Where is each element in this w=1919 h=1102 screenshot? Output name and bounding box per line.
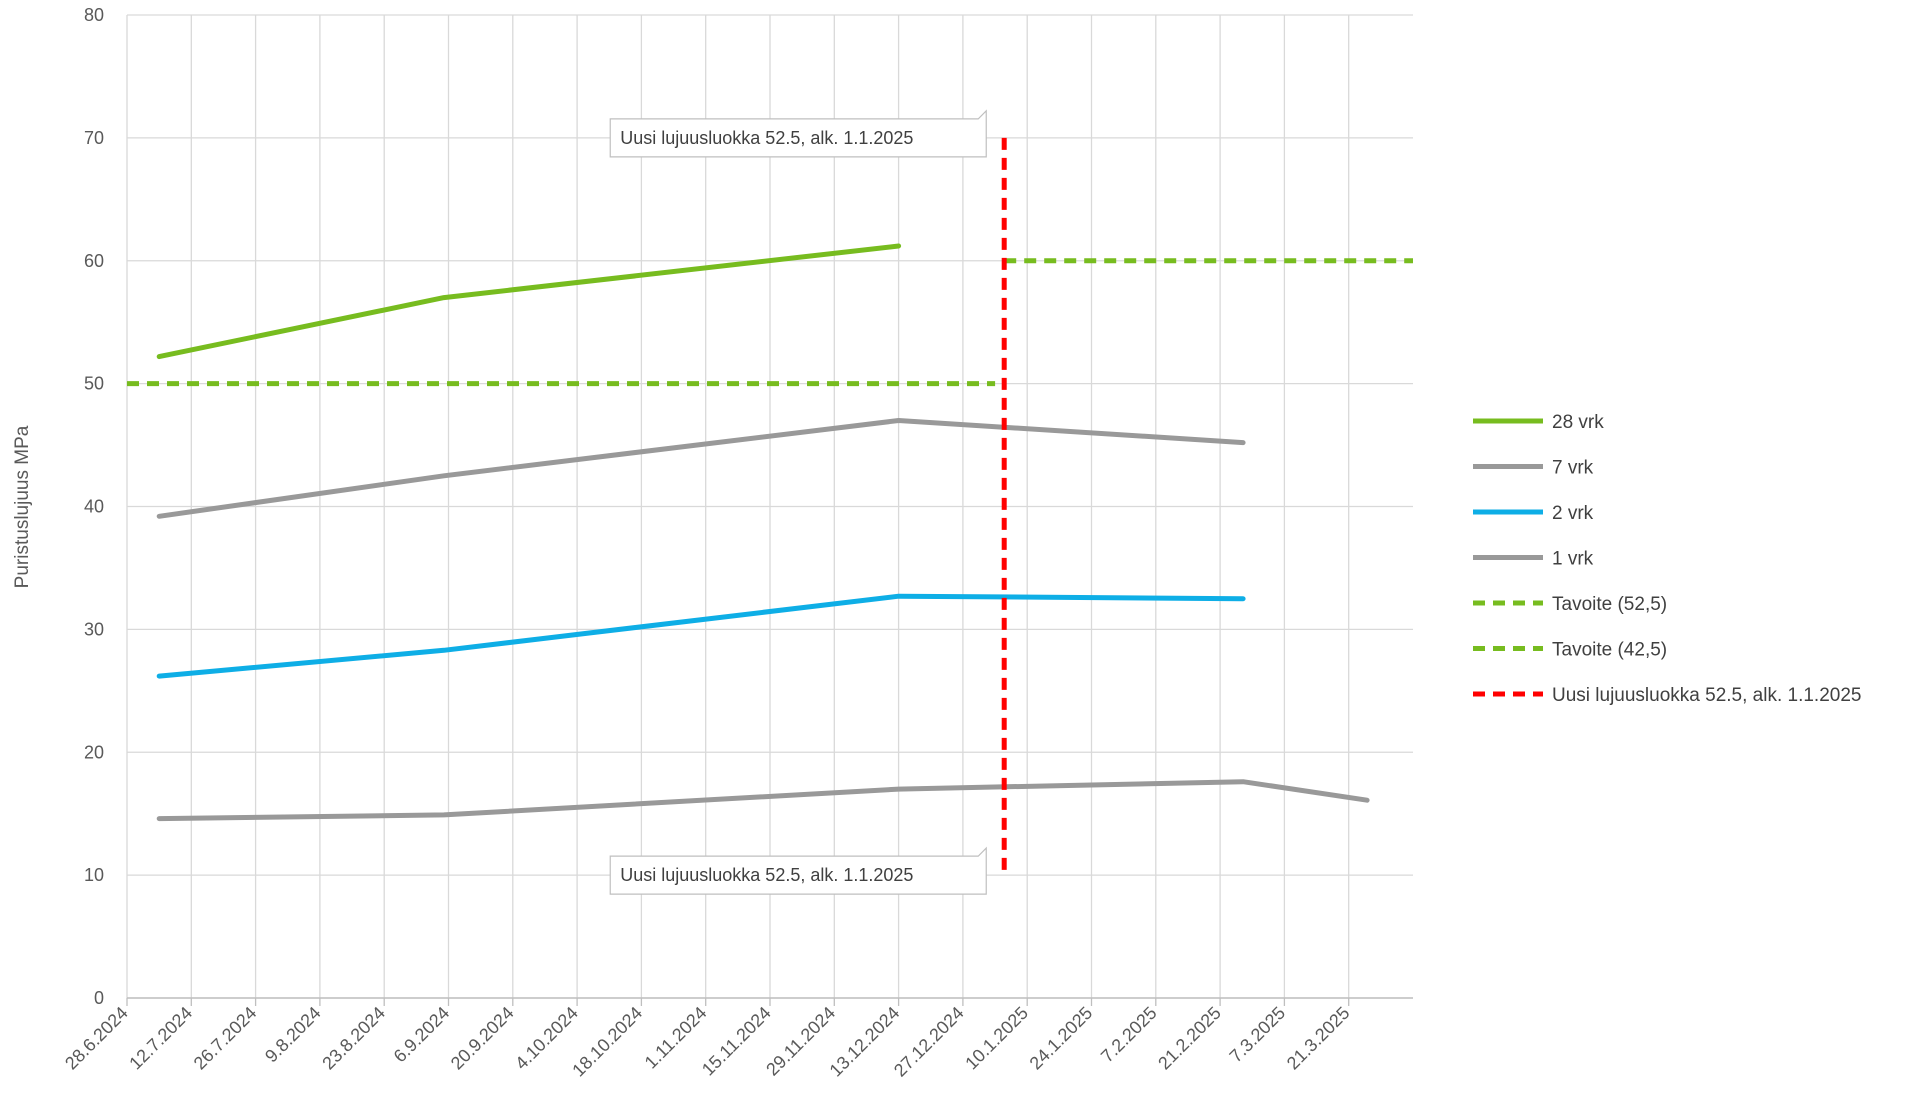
x-tick-label: 23.8.2024	[318, 1003, 389, 1074]
x-tick-label: 27.12.2024	[890, 1003, 968, 1081]
x-tick-label: 24.1.2025	[1026, 1003, 1097, 1074]
series-line-1	[156, 243, 902, 360]
y-tick-label: 50	[84, 374, 104, 394]
x-tick-label: 12.7.2024	[125, 1003, 196, 1074]
legend-label-7: Uusi lujuusluokka 52.5, alk. 1.1.2025	[1552, 685, 1861, 706]
y-tick-label: 10	[84, 865, 104, 885]
y-axis-label: Puristuslujuus MPa	[12, 425, 33, 588]
callout-text-1: Uusi lujuusluokka 52.5, alk. 1.1.2025	[620, 128, 913, 148]
x-tick-label: 28.6.2024	[61, 1003, 132, 1074]
callout-box-2	[609, 846, 987, 895]
x-tick-label: 18.10.2024	[568, 1003, 646, 1081]
annotations: Uusi lujuusluokka 52.5, alk. 1.1.2025 Uus…	[609, 109, 987, 895]
legend-label-1: 28 vrk	[1552, 412, 1604, 433]
x-tick-label: 21.3.2025	[1283, 1003, 1354, 1074]
y-tick-label: 40	[84, 497, 104, 517]
legend-label-3: 2 vrk	[1552, 503, 1594, 524]
y-tick-label: 0	[94, 988, 104, 1008]
y-tick-label: 60	[84, 251, 104, 271]
y-axis-ticks: 0 10 20 30 40 50 60 70 80	[84, 5, 104, 1008]
callout-text-2: Uusi lujuusluokka 52.5, alk. 1.1.2025	[620, 865, 913, 885]
x-tick-label: 15.11.2024	[698, 1003, 775, 1080]
x-tick-label: 21.2.2025	[1154, 1003, 1225, 1074]
x-tick-label: 7.3.2025	[1226, 1003, 1290, 1067]
series-lines	[127, 137, 1413, 876]
x-tick-label: 7.2.2025	[1097, 1003, 1161, 1067]
y-tick-label: 20	[84, 742, 104, 762]
y-tick-label: 30	[84, 619, 104, 639]
legend-label-6: Tavoite (42,5)	[1552, 640, 1667, 661]
y-tick-label: 80	[84, 5, 104, 25]
x-tick-label: 9.8.2024	[261, 1003, 325, 1067]
legend-label-4: 1 vrk	[1552, 549, 1594, 570]
y-tick-label: 70	[84, 128, 104, 148]
series-line-3	[156, 593, 1246, 679]
callout-box-1	[609, 109, 987, 158]
x-tick-label: 20.9.2024	[447, 1003, 518, 1074]
x-tick-label: 6.9.2024	[390, 1003, 454, 1067]
series-line-4	[156, 779, 1370, 822]
legend: 28 vrk 7 vrk 2 vrk 1 vrk Tavoite (52,5) Tavoi…	[1473, 412, 1861, 706]
legend-label-2: 7 vrk	[1552, 458, 1594, 479]
legend-label-5: Tavoite (52,5)	[1552, 594, 1667, 615]
x-tick-label: 10.1.2025	[961, 1003, 1032, 1074]
x-tick-label: 26.7.2024	[190, 1003, 261, 1074]
series-line-2	[156, 418, 1246, 519]
